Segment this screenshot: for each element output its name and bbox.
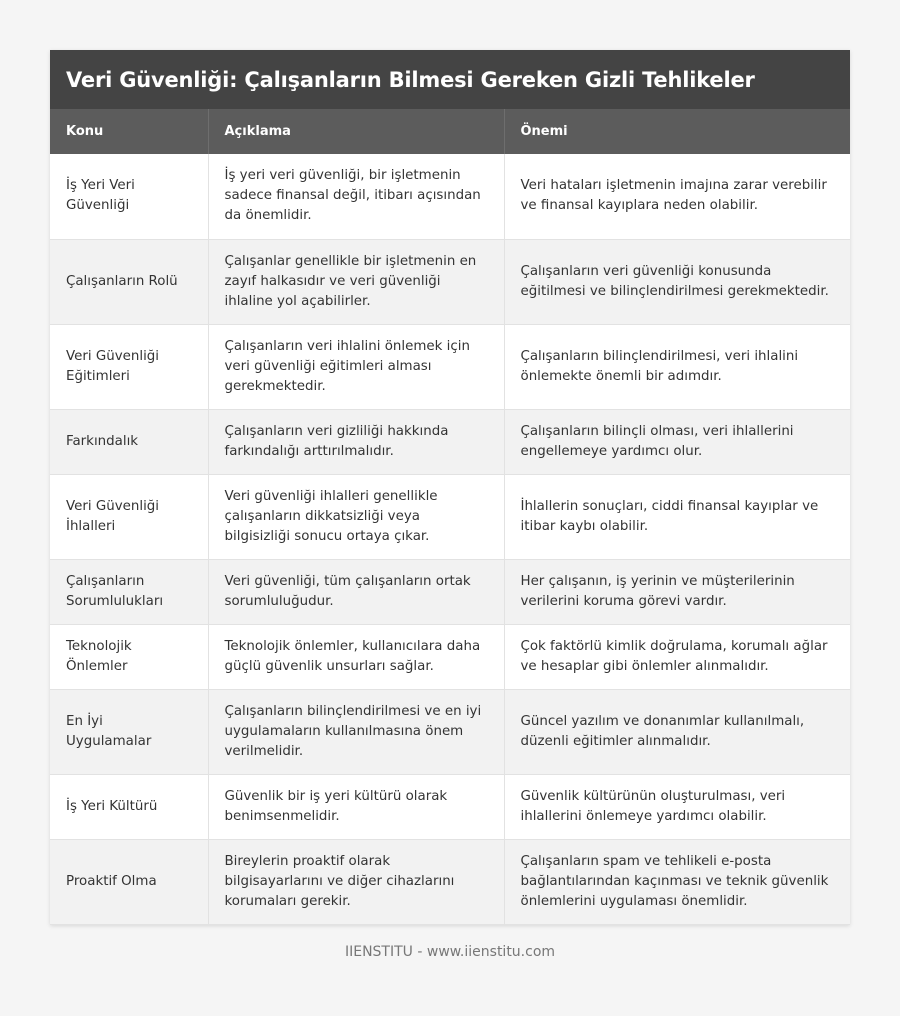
cell-konu: Farkındalık — [50, 409, 209, 475]
page-title: Veri Güvenliği: Çalışanların Bilmesi Ger… — [50, 50, 850, 109]
cell-konu: Veri Güvenliği İhlalleri — [50, 474, 209, 560]
table-row: Veri Güvenliği Eğitimleri Çalışanların v… — [50, 324, 850, 410]
cell-onemi: Çalışanların bilinçlendirilmesi, veri ih… — [504, 324, 850, 410]
cell-onemi: Veri hataları işletmenin imajına zarar v… — [504, 154, 850, 240]
table-row: Çalışanların Rolü Çalışanlar genellikle … — [50, 239, 850, 325]
cell-konu: İş Yeri Veri Güvenliği — [50, 154, 209, 240]
cell-aciklama: Bireylerin proaktif olarak bilgisayarlar… — [208, 839, 505, 925]
data-security-table-card: Veri Güvenliği: Çalışanların Bilmesi Ger… — [50, 50, 850, 925]
cell-aciklama: İş yeri veri güvenliği, bir işletmenin s… — [208, 154, 505, 240]
cell-onemi: Güvenlik kültürünün oluşturulması, veri … — [504, 774, 850, 840]
column-header-onemi: Önemi — [504, 109, 850, 154]
cell-aciklama: Güvenlik bir iş yeri kültürü olarak beni… — [208, 774, 505, 840]
cell-onemi: Çalışanların veri güvenliği konusunda eğ… — [504, 239, 850, 325]
column-header-aciklama: Açıklama — [208, 109, 505, 154]
cell-onemi: Her çalışanın, iş yerinin ve müşterileri… — [504, 559, 850, 625]
cell-aciklama: Çalışanların bilinçlendirilmesi ve en iy… — [208, 689, 505, 775]
table-row: Proaktif Olma Bireylerin proaktif olarak… — [50, 839, 850, 925]
cell-onemi: Güncel yazılım ve donanımlar kullanılmal… — [504, 689, 850, 775]
cell-konu: Teknolojik Önlemler — [50, 624, 209, 690]
cell-konu: Proaktif Olma — [50, 839, 209, 925]
cell-aciklama: Çalışanlar genellikle bir işletmenin en … — [208, 239, 505, 325]
cell-konu: Veri Güvenliği Eğitimleri — [50, 324, 209, 410]
cell-konu: Çalışanların Rolü — [50, 239, 209, 325]
table-row: İş Yeri Veri Güvenliği İş yeri veri güve… — [50, 154, 850, 240]
cell-konu: İş Yeri Kültürü — [50, 774, 209, 840]
table-row: Farkındalık Çalışanların veri gizliliği … — [50, 409, 850, 475]
cell-onemi: Çalışanların spam ve tehlikeli e-posta b… — [504, 839, 850, 925]
cell-aciklama: Veri güvenliği, tüm çalışanların ortak s… — [208, 559, 505, 625]
cell-konu: Çalışanların Sorumlulukları — [50, 559, 209, 625]
column-header-konu: Konu — [50, 109, 209, 154]
cell-onemi: İhlallerin sonuçları, ciddi finansal kay… — [504, 474, 850, 560]
table-row: İş Yeri Kültürü Güvenlik bir iş yeri kül… — [50, 774, 850, 840]
cell-konu: En İyi Uygulamalar — [50, 689, 209, 775]
cell-onemi: Çalışanların bilinçli olması, veri ihlal… — [504, 409, 850, 475]
table-row: Veri Güvenliği İhlalleri Veri güvenliği … — [50, 474, 850, 560]
cell-aciklama: Çalışanların veri ihlalini önlemek için … — [208, 324, 505, 410]
table-row: Teknolojik Önlemler Teknolojik önlemler,… — [50, 624, 850, 690]
table-row: Çalışanların Sorumlulukları Veri güvenli… — [50, 559, 850, 625]
topics-table: Konu Açıklama Önemi İş Yeri Veri Güvenli… — [50, 109, 850, 925]
cell-aciklama: Veri güvenliği ihlalleri genellikle çalı… — [208, 474, 505, 560]
table-row: En İyi Uygulamalar Çalışanların bilinçle… — [50, 689, 850, 775]
table-header-row: Konu Açıklama Önemi — [50, 109, 850, 154]
cell-aciklama: Teknolojik önlemler, kullanıcılara daha … — [208, 624, 505, 690]
cell-onemi: Çok faktörlü kimlik doğrulama, korumalı … — [504, 624, 850, 690]
footer-credit: IIENSTITU - www.iienstitu.com — [344, 944, 556, 960]
cell-aciklama: Çalışanların veri gizliliği hakkında far… — [208, 409, 505, 475]
